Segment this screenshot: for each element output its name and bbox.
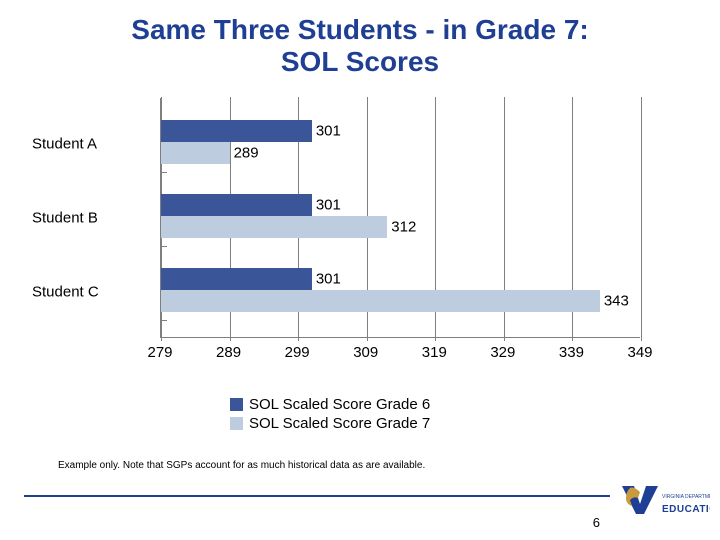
bar-value-label: 301 bbox=[316, 197, 341, 214]
category-label: Student A bbox=[32, 136, 152, 153]
footnote-text: Example only. Note that SGPs account for… bbox=[58, 460, 425, 471]
x-axis-labels: 279289299309319329339349 bbox=[160, 342, 640, 364]
x-tick-label: 329 bbox=[490, 344, 515, 361]
bar-group: Student A301289 bbox=[161, 116, 640, 172]
vdoe-logo: VIRGINIA DEPARTMENT OF EDUCATION bbox=[616, 482, 710, 528]
x-tick-label: 319 bbox=[422, 344, 447, 361]
x-tick-label: 299 bbox=[285, 344, 310, 361]
logo-text-bottom: EDUCATION bbox=[662, 504, 710, 515]
bar-grade-6: 301 bbox=[161, 268, 312, 290]
bar-value-label: 343 bbox=[604, 293, 629, 310]
legend-item: SOL Scaled Score Grade 6 bbox=[230, 396, 430, 413]
legend-swatch bbox=[230, 417, 243, 430]
title-line-2: SOL Scores bbox=[281, 46, 439, 77]
footer-rule bbox=[24, 495, 610, 497]
legend-label: SOL Scaled Score Grade 6 bbox=[249, 396, 430, 413]
legend-swatch bbox=[230, 398, 243, 411]
slide-title: Same Three Students - in Grade 7: SOL Sc… bbox=[0, 0, 720, 84]
logo-text-top: VIRGINIA DEPARTMENT OF bbox=[662, 494, 710, 500]
title-line-1: Same Three Students - in Grade 7: bbox=[131, 14, 588, 45]
x-tick-label: 309 bbox=[353, 344, 378, 361]
bar-grade-6: 301 bbox=[161, 120, 312, 142]
bar-grade-7: 343 bbox=[161, 290, 600, 312]
page-number: 6 bbox=[593, 515, 600, 530]
bar-grade-7: 289 bbox=[161, 142, 230, 164]
x-tick-label: 289 bbox=[216, 344, 241, 361]
bar-group: Student B301312 bbox=[161, 190, 640, 246]
x-tick-label: 349 bbox=[627, 344, 652, 361]
bar-grade-6: 301 bbox=[161, 194, 312, 216]
bar-value-label: 301 bbox=[316, 271, 341, 288]
bar-value-label: 289 bbox=[234, 145, 259, 162]
sol-bar-chart: Student A301289 Student B301312 Student C3… bbox=[160, 98, 640, 366]
bar-value-label: 301 bbox=[316, 123, 341, 140]
bar-group: Student C301343 bbox=[161, 264, 640, 320]
x-tick-label: 279 bbox=[147, 344, 172, 361]
gridline bbox=[641, 97, 642, 341]
category-label: Student C bbox=[32, 284, 152, 301]
bar-value-label: 312 bbox=[391, 219, 416, 236]
plot-region: Student A301289 Student B301312 Student C3… bbox=[160, 98, 640, 338]
category-label: Student B bbox=[32, 210, 152, 227]
legend-item: SOL Scaled Score Grade 7 bbox=[230, 415, 430, 432]
bar-grade-7: 312 bbox=[161, 216, 387, 238]
legend-label: SOL Scaled Score Grade 7 bbox=[249, 415, 430, 432]
x-tick-label: 339 bbox=[559, 344, 584, 361]
legend: SOL Scaled Score Grade 6 SOL Scaled Scor… bbox=[230, 394, 430, 434]
